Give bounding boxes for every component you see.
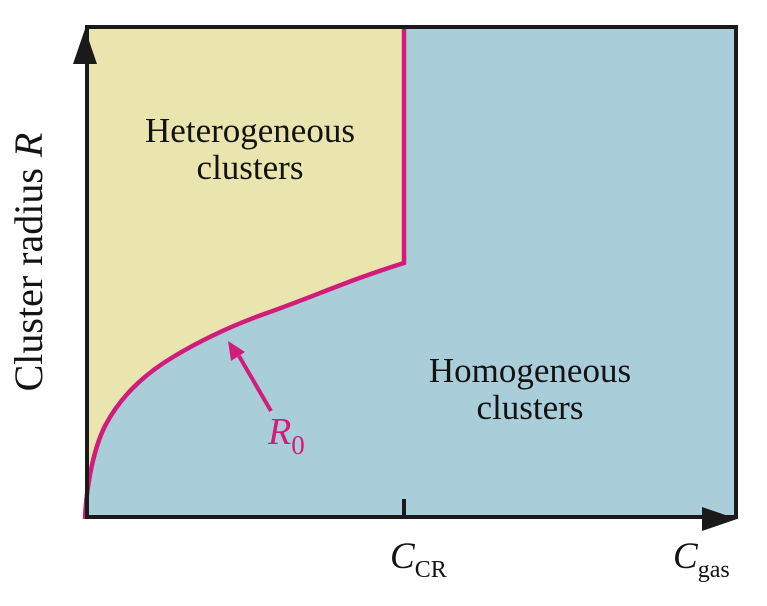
y-axis-arrowhead-icon <box>73 29 97 64</box>
x-axis-label: Cgas <box>673 536 730 583</box>
ccr-subscript: CR <box>415 557 447 583</box>
ccr-tick-label: CCR <box>390 536 447 583</box>
cgas-subscript: gas <box>698 557 730 583</box>
cgas-variable: C <box>673 536 699 577</box>
r0-variable: R <box>267 411 291 453</box>
r0-arrowhead-icon <box>228 341 245 361</box>
x-axis-arrowhead-icon <box>702 507 737 531</box>
r0-annotation-label: R0 <box>267 411 305 460</box>
heterogeneous-region <box>85 25 404 519</box>
homogeneous-label-line2: clusters <box>477 388 584 427</box>
boundary-curve <box>82 26 407 520</box>
homogeneous-region-label: Homogeneous clusters <box>429 351 631 427</box>
y-axis-label: Cluster radius R <box>6 133 51 392</box>
y-axis-label-variable: R <box>6 133 51 158</box>
plot-border <box>85 25 738 519</box>
heterogeneous-label-line1: Heterogeneous <box>145 111 355 150</box>
heterogeneous-region-label: Heterogeneous clusters <box>145 111 355 187</box>
r0-subscript: 0 <box>291 430 305 460</box>
y-axis-label-text: Cluster radius <box>6 168 51 391</box>
ccr-variable: C <box>390 536 416 577</box>
r0-arrow-shaft <box>237 354 273 413</box>
homogeneous-label-line1: Homogeneous <box>429 351 631 390</box>
heterogeneous-label-line2: clusters <box>197 148 304 187</box>
